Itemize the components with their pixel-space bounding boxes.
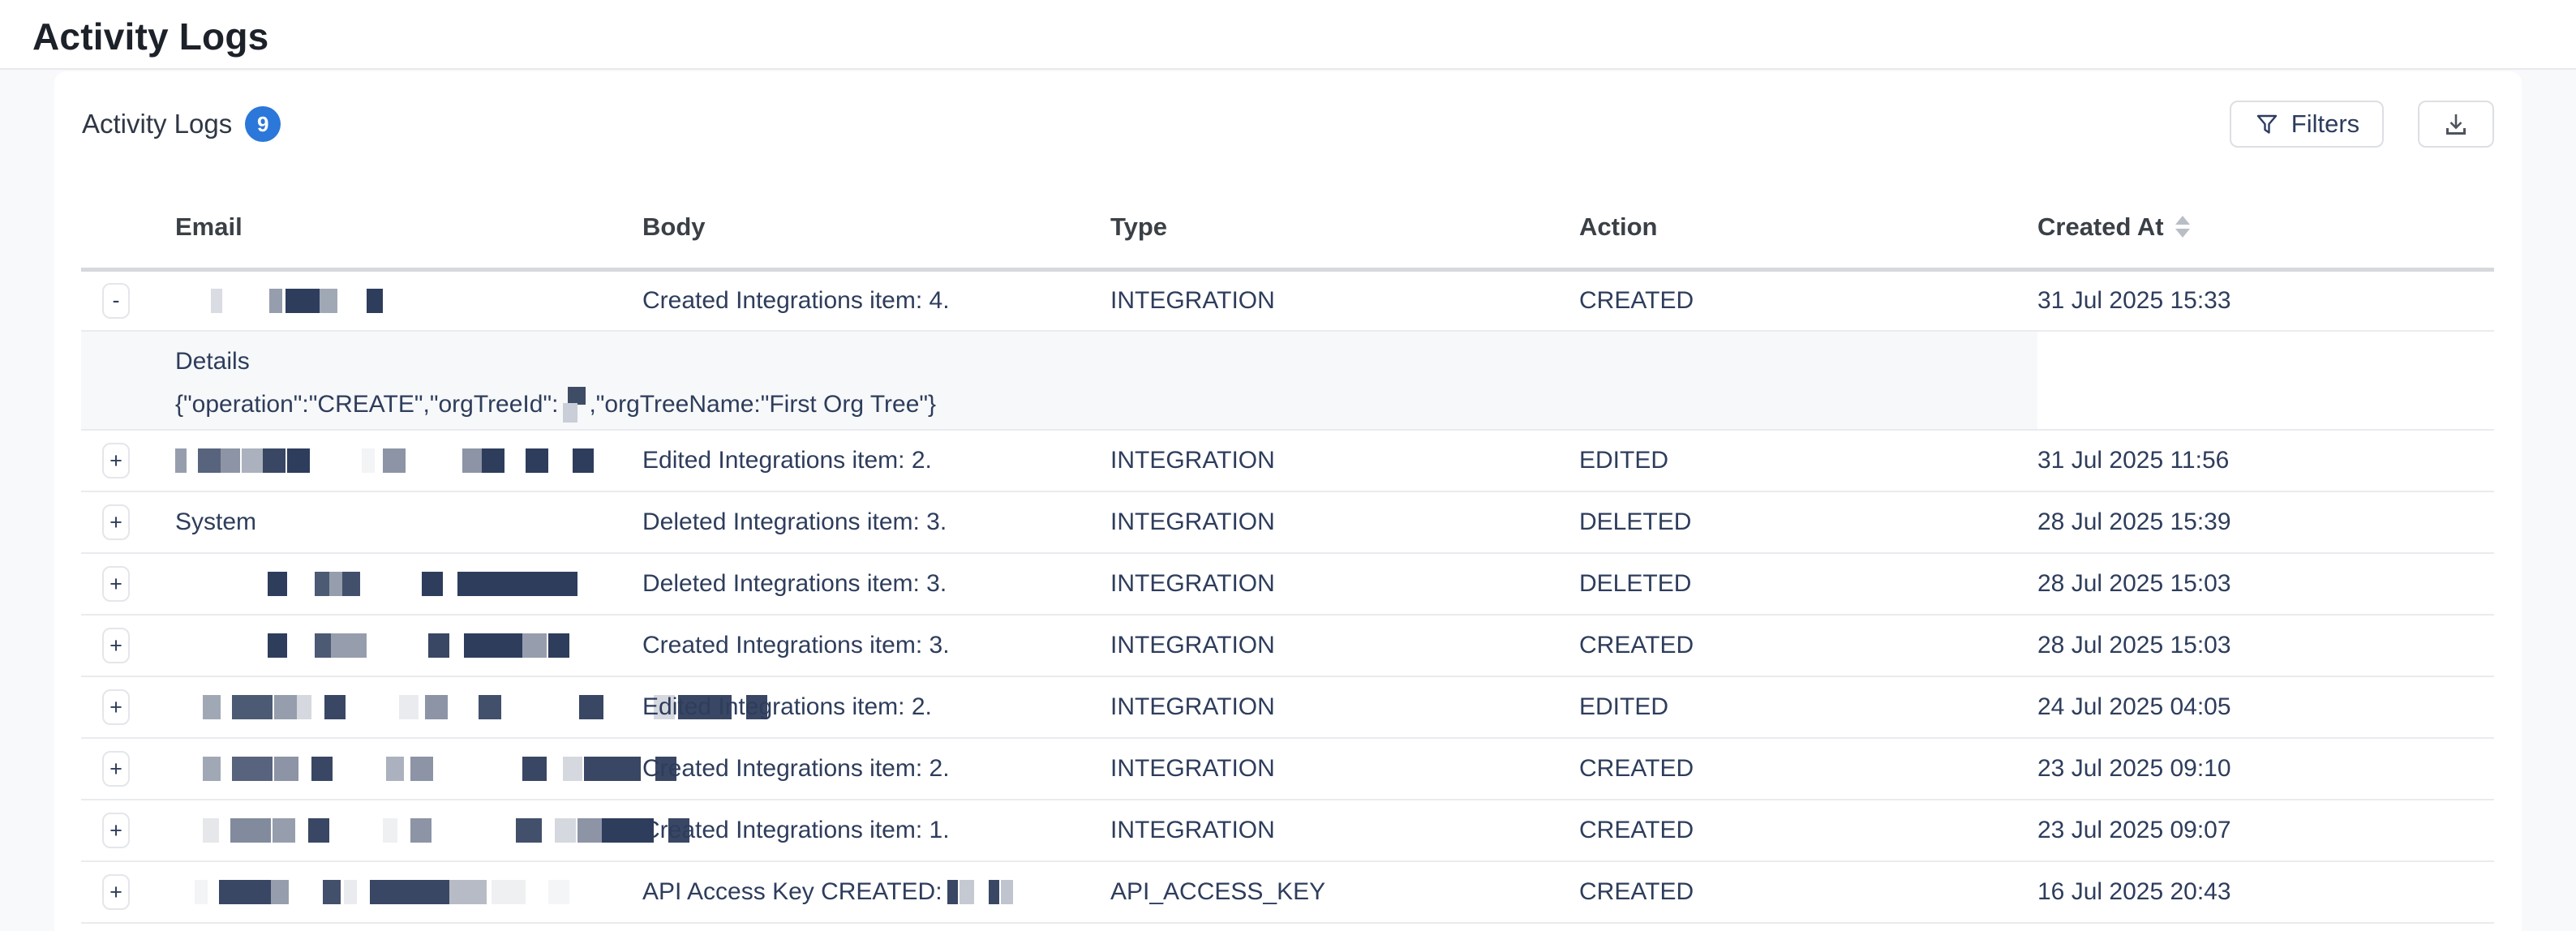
expand-row-button[interactable]: + xyxy=(102,504,130,540)
header-actions: Filters xyxy=(2230,101,2494,148)
col-header-expand xyxy=(81,187,175,272)
activity-logs-card: Activity Logs 9 Filters xyxy=(54,71,2522,931)
body-text: Edited Integrations item: 2. xyxy=(642,447,932,474)
redacted-email xyxy=(175,288,642,313)
redacted-email xyxy=(175,448,642,473)
table-row: + Created Integrations item: 2. INTEGRAT… xyxy=(81,738,2494,800)
created-at-text: 28 Jul 2025 15:39 xyxy=(2037,508,2231,535)
action-text: CREATED xyxy=(1579,755,1694,782)
redacted-email xyxy=(175,757,676,781)
table-row: + Deleted Integrations item: 3. INTEGRAT… xyxy=(81,553,2494,616)
col-header-action: Action xyxy=(1579,187,2037,272)
details-cell: Details {"operation":"CREATE","orgTreeId… xyxy=(81,331,2037,431)
type-text: INTEGRATION xyxy=(1110,447,1275,474)
download-icon xyxy=(2442,110,2470,138)
type-text: INTEGRATION xyxy=(1110,508,1275,535)
created-at-text: 16 Jul 2025 20:43 xyxy=(2037,878,2231,905)
action-text: CREATED xyxy=(1579,878,1694,905)
created-at-text: 24 Jul 2025 04:05 xyxy=(2037,693,2231,720)
type-text: INTEGRATION xyxy=(1110,693,1275,720)
page-title: Activity Logs xyxy=(32,15,269,58)
redacted-email xyxy=(175,572,642,596)
type-text: INTEGRATION xyxy=(1110,755,1275,782)
action-text: CREATED xyxy=(1579,632,1694,659)
body-text: Created Integrations item: 4. xyxy=(642,286,950,314)
action-text: CREATED xyxy=(1579,286,1694,314)
count-badge: 9 xyxy=(245,106,281,142)
body-redaction xyxy=(942,880,1013,904)
email-text: System xyxy=(175,508,257,535)
redaction-block xyxy=(560,385,587,424)
details-label: Details xyxy=(175,348,250,375)
funnel-icon xyxy=(2254,111,2280,137)
expand-row-button[interactable]: + xyxy=(102,628,130,663)
body-text: Created Integrations item: 3. xyxy=(642,632,950,659)
filters-label: Filters xyxy=(2290,109,2360,138)
created-at-text: 23 Jul 2025 09:07 xyxy=(2037,817,2231,843)
table-row: + Edited Integrations item: 2. INTEGRATI… xyxy=(81,676,2494,739)
activity-table: Email Body Type Action Created At - xyxy=(81,187,2494,924)
card-title: Activity Logs xyxy=(82,109,233,139)
expand-row-button[interactable]: + xyxy=(102,689,130,725)
action-text: DELETED xyxy=(1579,508,1692,535)
created-at-text: 28 Jul 2025 15:03 xyxy=(2037,632,2231,659)
body-text: Deleted Integrations item: 3. xyxy=(642,570,947,597)
redacted-email xyxy=(175,818,689,843)
table-row: + System Deleted Integrations item: 3. I… xyxy=(81,491,2494,554)
redacted-email xyxy=(175,695,767,719)
expand-row-button[interactable]: + xyxy=(102,751,130,787)
body-text: Deleted Integrations item: 3. xyxy=(642,508,947,535)
type-text: INTEGRATION xyxy=(1110,570,1275,597)
body-text: Created Integrations item: 1. xyxy=(642,817,950,843)
col-header-email: Email xyxy=(175,187,642,272)
expand-row-button[interactable]: + xyxy=(102,874,130,910)
action-text: CREATED xyxy=(1579,817,1694,843)
sort-up-down-icon[interactable] xyxy=(2175,216,2190,238)
created-at-text: 23 Jul 2025 09:10 xyxy=(2037,755,2231,782)
type-text: INTEGRATION xyxy=(1110,817,1275,843)
expand-row-button[interactable]: + xyxy=(102,813,130,848)
body-text: API Access Key CREATED: xyxy=(642,878,942,905)
body-text: Created Integrations item: 2. xyxy=(642,755,950,782)
action-text: DELETED xyxy=(1579,570,1692,597)
table-header-row: Email Body Type Action Created At xyxy=(81,187,2494,272)
col-header-created-at[interactable]: Created At xyxy=(2037,187,2494,272)
action-text: EDITED xyxy=(1579,447,1669,474)
details-row: Details {"operation":"CREATE","orgTreeId… xyxy=(81,331,2494,431)
redacted-email xyxy=(175,633,642,658)
details-empty-cell xyxy=(2037,331,2494,431)
filters-button[interactable]: Filters xyxy=(2230,101,2384,148)
created-at-text: 31 Jul 2025 11:56 xyxy=(2037,447,2230,474)
type-text: INTEGRATION xyxy=(1110,286,1275,314)
type-text: API_ACCESS_KEY xyxy=(1110,878,1326,905)
table-row: + Edited Integrations item: 2. INTEGRATI… xyxy=(81,430,2494,492)
col-header-body: Body xyxy=(642,187,1110,272)
table-row: + Created Integrations item: 3. INTEGRAT… xyxy=(81,615,2494,677)
expand-row-button[interactable]: + xyxy=(102,566,130,602)
created-at-text: 31 Jul 2025 15:33 xyxy=(2037,286,2231,314)
table-row: - Created Integrations item: 4. INTEGRAT… xyxy=(81,269,2494,332)
card-header: Activity Logs 9 Filters xyxy=(54,71,2522,149)
type-text: INTEGRATION xyxy=(1110,632,1275,659)
export-button[interactable] xyxy=(2418,101,2494,148)
table-row: + API Access Key CREATED: API_ACCESS_KEY… xyxy=(81,861,2494,924)
redacted-email xyxy=(175,880,642,904)
action-text: EDITED xyxy=(1579,693,1669,720)
details-json: {"operation":"CREATE","orgTreeId": ,"org… xyxy=(175,385,2037,424)
col-header-type: Type xyxy=(1110,187,1579,272)
page-header: Activity Logs xyxy=(0,0,2576,70)
expand-row-button[interactable]: + xyxy=(102,443,130,478)
table-row: + Created Integrations item: 1. INTEGRAT… xyxy=(81,800,2494,862)
collapse-row-button[interactable]: - xyxy=(102,282,130,319)
created-at-text: 28 Jul 2025 15:03 xyxy=(2037,570,2231,597)
